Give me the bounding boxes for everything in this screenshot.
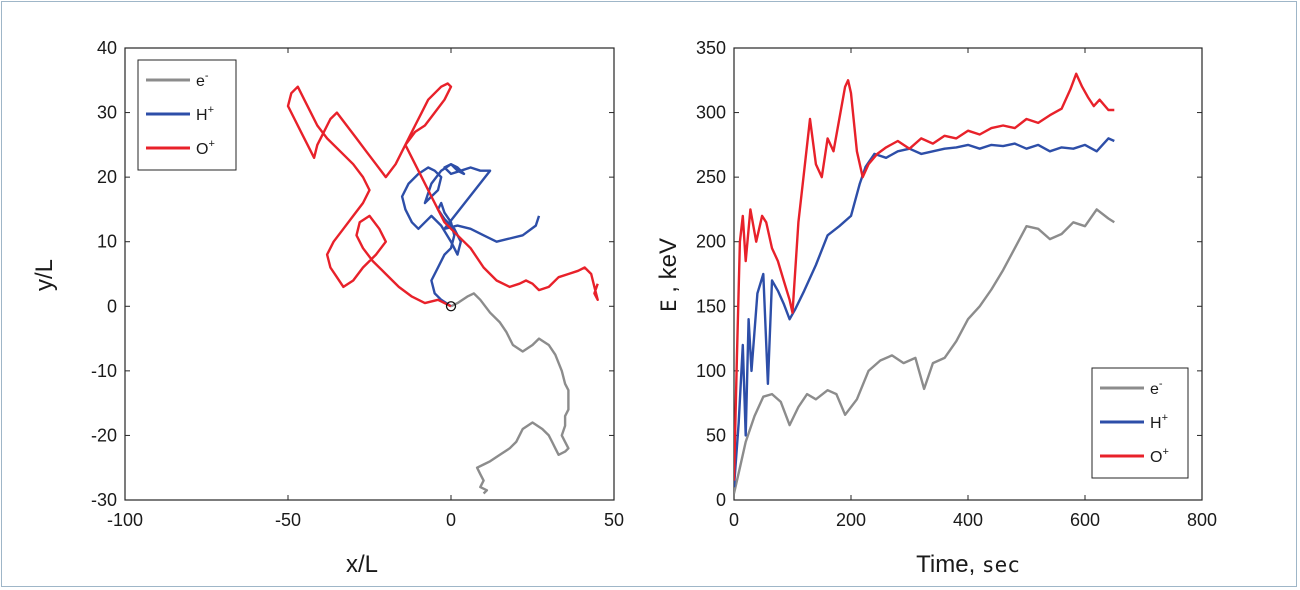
series-line-Hplus bbox=[734, 137, 1115, 488]
x-tick-label: 0 bbox=[446, 510, 456, 530]
y-tick-label: 100 bbox=[696, 361, 726, 381]
legend-entry-label: O+ bbox=[1150, 446, 1169, 466]
plot-panel-2: 0 200 400 600 800 0 50 100 150 200 250 300 350 Time, … bbox=[655, 38, 1217, 578]
y-tick-label: 50 bbox=[706, 425, 726, 445]
y-tick-label: 40 bbox=[97, 38, 117, 58]
x-tick-label: 50 bbox=[604, 510, 624, 530]
legend: e- H+ O+ bbox=[1091, 367, 1189, 479]
x-tick-label: 600 bbox=[1070, 510, 1100, 530]
x-tick-label: 0 bbox=[729, 510, 739, 530]
y-tick-label: 0 bbox=[107, 296, 117, 316]
series-line-Hplus bbox=[400, 162, 541, 308]
y-tick-label: 10 bbox=[97, 232, 117, 252]
axes-box bbox=[124, 47, 615, 501]
y-tick-label: 200 bbox=[696, 232, 726, 252]
y-tick-label: 0 bbox=[716, 490, 726, 510]
y-tick-label: 350 bbox=[696, 38, 726, 58]
y-tick-label: 150 bbox=[696, 296, 726, 316]
y-tick-label: -20 bbox=[91, 425, 117, 445]
series-line-Oplus bbox=[734, 72, 1115, 481]
series-line-eminus bbox=[450, 292, 570, 495]
x-tick-label: 200 bbox=[836, 510, 866, 530]
x-tick-label: -50 bbox=[275, 510, 301, 530]
x-tick-label: 400 bbox=[953, 510, 983, 530]
x-axis-label: x/L bbox=[346, 551, 378, 578]
y-tick-label: 250 bbox=[696, 167, 726, 187]
legend-entry-label: e- bbox=[196, 70, 209, 90]
x-axis-label: Time, sec bbox=[916, 551, 1020, 578]
series-line-Oplus bbox=[286, 82, 599, 308]
y-tick-label: 300 bbox=[696, 103, 726, 123]
y-tick-label: -10 bbox=[91, 361, 117, 381]
x-tick-label: -100 bbox=[107, 510, 143, 530]
series-line-eminus bbox=[734, 208, 1115, 494]
y-tick-label: 30 bbox=[97, 103, 117, 123]
y-tick-label: 20 bbox=[97, 167, 117, 187]
y-axis-label: y/L bbox=[31, 259, 58, 291]
y-axis-label: E , keV bbox=[655, 238, 682, 312]
legend-entry-label: e- bbox=[1150, 378, 1163, 398]
start-marker bbox=[445, 301, 457, 312]
legend-entry-label: O+ bbox=[196, 138, 215, 158]
x-tick-label: 800 bbox=[1187, 510, 1217, 530]
y-tick-label: -30 bbox=[91, 490, 117, 510]
legend-entry-label: H+ bbox=[196, 104, 214, 124]
legend-entry-label: H+ bbox=[1150, 412, 1168, 432]
legend: e- H+ O+ bbox=[137, 59, 237, 171]
